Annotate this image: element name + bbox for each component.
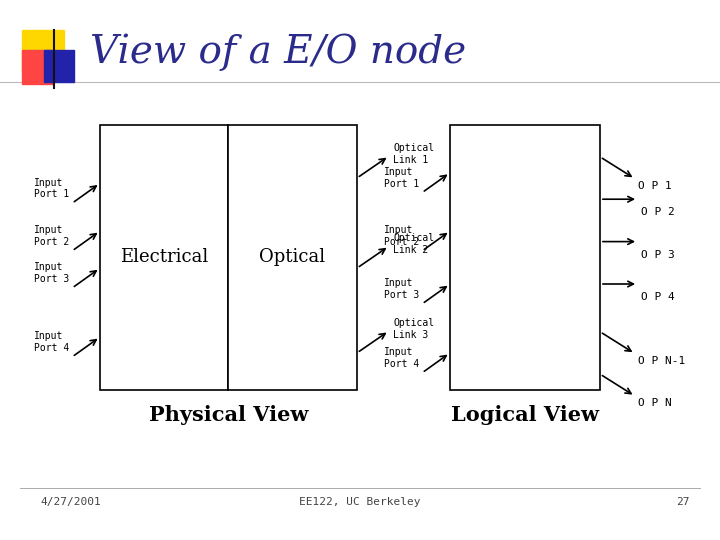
Text: Input
Port 1: Input Port 1 <box>34 178 69 199</box>
Text: Electrical: Electrical <box>120 248 208 267</box>
Text: Input
Port 3: Input Port 3 <box>34 262 69 284</box>
Text: EE122, UC Berkeley: EE122, UC Berkeley <box>300 497 420 507</box>
Text: Input
Port 1: Input Port 1 <box>384 167 419 188</box>
Text: Logical View: Logical View <box>451 405 599 425</box>
Text: Input
Port 4: Input Port 4 <box>384 347 419 369</box>
Bar <box>450 125 600 390</box>
Text: 27: 27 <box>677 497 690 507</box>
Text: 4/27/2001: 4/27/2001 <box>40 497 101 507</box>
Bar <box>22 30 64 72</box>
Text: Physical View: Physical View <box>149 405 308 425</box>
Text: Input
Port 3: Input Port 3 <box>384 279 419 300</box>
Text: Optical
Link 2: Optical Link 2 <box>393 233 434 255</box>
Text: Optical: Optical <box>259 248 325 267</box>
Text: View of a E/O node: View of a E/O node <box>90 33 466 71</box>
Bar <box>22 50 52 84</box>
Text: Input
Port 2: Input Port 2 <box>384 225 419 247</box>
Text: O P 4: O P 4 <box>641 292 675 302</box>
Bar <box>0 0 720 80</box>
Text: Input
Port 2: Input Port 2 <box>34 225 69 247</box>
Bar <box>44 50 74 82</box>
Text: O P N: O P N <box>638 398 672 408</box>
Bar <box>100 125 228 390</box>
Text: Optical
Link 1: Optical Link 1 <box>393 143 434 165</box>
Text: Input
Port 4: Input Port 4 <box>34 332 69 353</box>
Text: O P 2: O P 2 <box>641 207 675 217</box>
Text: O P 3: O P 3 <box>641 249 675 260</box>
Text: Optical
Link 3: Optical Link 3 <box>393 318 434 340</box>
Text: O P 1: O P 1 <box>638 181 672 191</box>
Bar <box>228 125 357 390</box>
Text: O P N-1: O P N-1 <box>638 356 685 366</box>
